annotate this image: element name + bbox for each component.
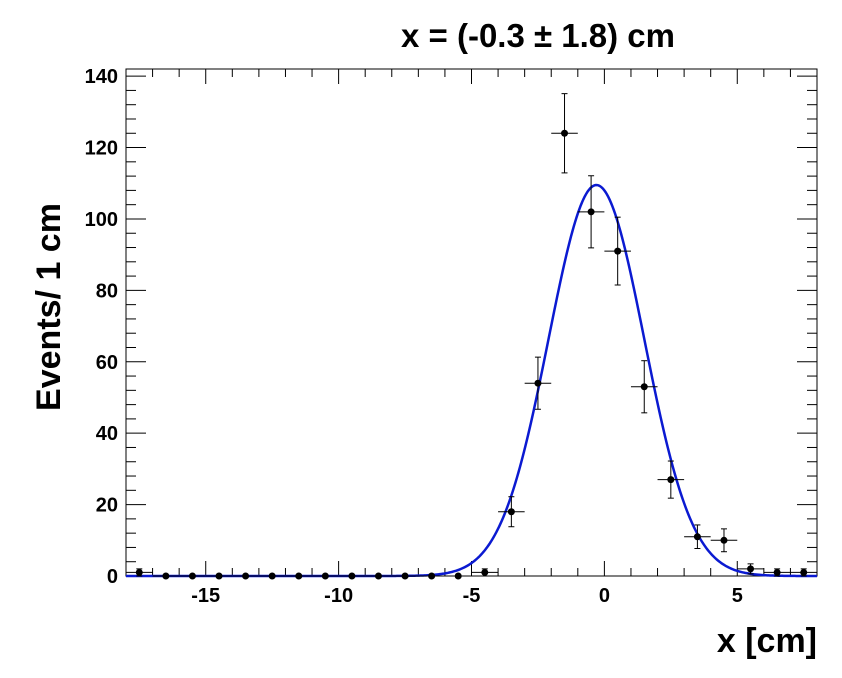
data-point bbox=[179, 572, 206, 580]
data-point bbox=[338, 572, 366, 580]
y-tick-label: 80 bbox=[96, 280, 118, 302]
data-point bbox=[126, 568, 153, 577]
data-point bbox=[232, 572, 259, 580]
data-point-marker bbox=[640, 383, 648, 391]
data-point-marker bbox=[401, 572, 409, 580]
data-point-marker bbox=[454, 572, 462, 580]
data-point-marker bbox=[614, 247, 622, 255]
data-points-layer bbox=[126, 93, 817, 580]
data-point-marker bbox=[162, 572, 170, 580]
data-point-marker bbox=[561, 129, 569, 137]
data-point bbox=[285, 572, 313, 580]
data-point bbox=[444, 572, 472, 580]
y-axis: 0 20 40 60 80 100 120 140 bbox=[85, 66, 817, 588]
data-point-marker bbox=[534, 379, 542, 387]
data-point bbox=[790, 568, 817, 577]
data-point bbox=[710, 528, 738, 553]
data-point bbox=[657, 460, 685, 499]
data-point-marker bbox=[587, 208, 595, 216]
data-point-marker bbox=[215, 572, 223, 580]
data-point-marker bbox=[720, 536, 728, 544]
data-point bbox=[524, 356, 552, 410]
data-point bbox=[471, 568, 499, 577]
data-point-marker bbox=[321, 572, 329, 580]
data-point-marker bbox=[374, 572, 382, 580]
data-point bbox=[312, 572, 339, 580]
data-point bbox=[551, 93, 578, 174]
data-point-marker bbox=[135, 568, 143, 576]
x-axis-title: x [cm] bbox=[717, 622, 817, 660]
x-tick-label: -5 bbox=[463, 585, 481, 607]
data-point-marker bbox=[747, 565, 755, 573]
y-axis-title: Events/ 1 cm bbox=[30, 203, 68, 411]
data-point-marker bbox=[268, 572, 276, 580]
data-point bbox=[684, 524, 711, 550]
data-point bbox=[258, 572, 286, 580]
data-point bbox=[604, 216, 631, 286]
data-point-marker bbox=[295, 572, 303, 580]
data-point bbox=[577, 175, 605, 249]
x-tick-label: 0 bbox=[599, 585, 610, 607]
data-point bbox=[152, 572, 180, 580]
chart-title: x = (-0.3 ± 1.8) cm bbox=[401, 17, 675, 54]
data-point-marker bbox=[693, 533, 701, 541]
data-point bbox=[630, 360, 658, 414]
data-point bbox=[365, 572, 392, 580]
data-point bbox=[205, 572, 233, 580]
data-point bbox=[391, 572, 419, 580]
data-point-marker bbox=[428, 572, 436, 580]
data-point-marker bbox=[242, 572, 250, 580]
data-point bbox=[498, 496, 525, 528]
y-tick-label: 100 bbox=[85, 209, 118, 231]
x-tick-label: -15 bbox=[191, 585, 220, 607]
y-tick-label: 120 bbox=[85, 138, 118, 160]
y-tick-label: 140 bbox=[85, 66, 118, 88]
data-point bbox=[763, 568, 791, 577]
y-tick-label: 20 bbox=[96, 495, 118, 517]
data-point-marker bbox=[667, 476, 675, 484]
x-tick-label: 5 bbox=[732, 585, 743, 607]
y-tick-label: 60 bbox=[96, 352, 118, 374]
y-tick-label: 40 bbox=[96, 423, 118, 445]
data-point bbox=[737, 563, 764, 575]
data-point-marker bbox=[507, 508, 515, 516]
data-point-marker bbox=[348, 572, 356, 580]
y-tick-label: 0 bbox=[107, 566, 118, 588]
data-point bbox=[418, 572, 445, 580]
x-tick-label: -10 bbox=[324, 585, 353, 607]
data-point-marker bbox=[800, 568, 808, 576]
data-point-marker bbox=[188, 572, 196, 580]
data-point-marker bbox=[481, 568, 489, 576]
data-point-marker bbox=[773, 568, 781, 576]
